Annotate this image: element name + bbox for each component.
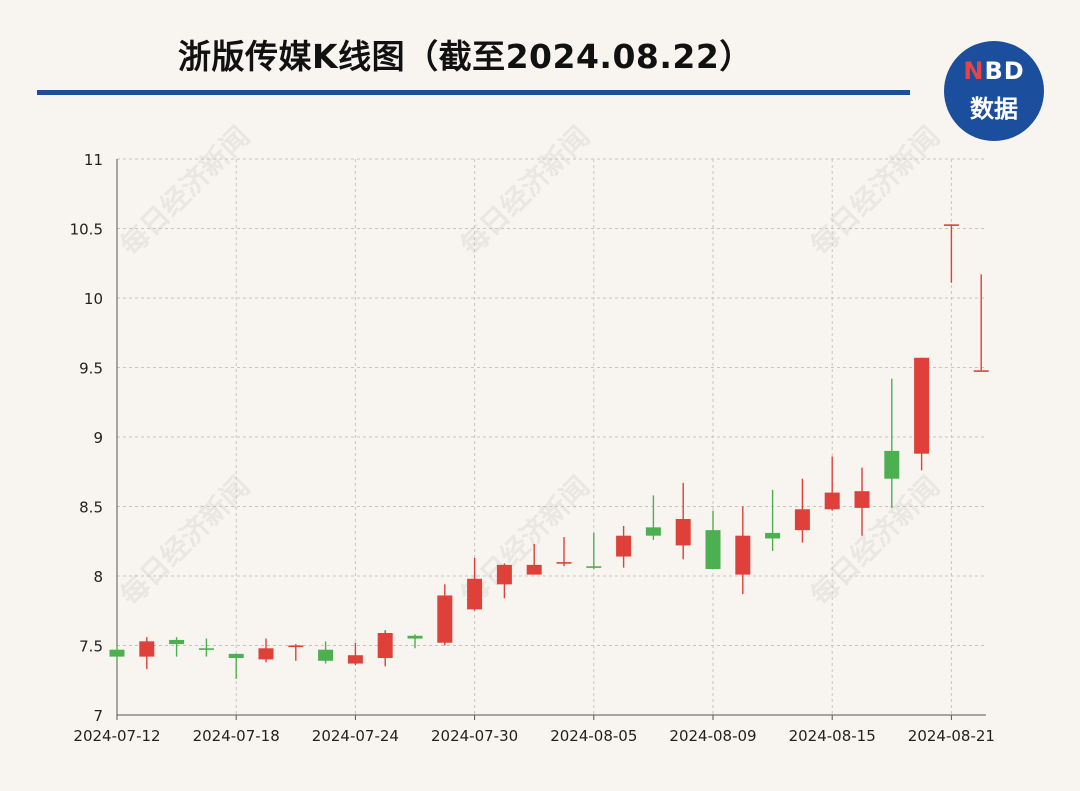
candle-body (645, 527, 661, 536)
x-tick-label: 2024-08-05 (550, 727, 637, 745)
candle (616, 525, 632, 568)
candle (765, 489, 781, 551)
candle-body (616, 535, 632, 557)
candle-body (884, 450, 900, 479)
candle (467, 557, 483, 611)
candle (854, 467, 870, 536)
x-tick-label: 2024-08-09 (669, 727, 756, 745)
candle-body (377, 632, 393, 659)
y-tick-label: 9.5 (79, 360, 103, 378)
candle-body (437, 595, 453, 643)
candle-body (586, 566, 602, 568)
candle (437, 584, 453, 646)
candle (705, 510, 721, 570)
x-tick-label: 2024-07-18 (193, 727, 280, 745)
candle-body (675, 519, 691, 546)
x-axis-labels: 2024-07-12 2024-07-18 2024-07-24 2024-07-30… (73, 727, 995, 745)
logo-text-nbd: NBD (963, 57, 1025, 85)
candle (318, 641, 334, 664)
candle-body (824, 492, 840, 510)
y-tick-label: 9 (93, 429, 103, 447)
candle (496, 563, 512, 599)
candle-body (854, 491, 870, 508)
candle (884, 378, 900, 508)
candle (288, 644, 304, 661)
y-tick-label: 8 (93, 568, 103, 586)
x-tick-label: 2024-08-15 (789, 727, 876, 745)
x-tick-label: 2024-07-30 (431, 727, 518, 745)
candle (198, 638, 214, 657)
chart-title: 浙版传媒K线图（截至2024.08.22） (178, 37, 753, 76)
candle-body (467, 578, 483, 610)
x-tick-label: 2024-07-24 (312, 727, 399, 745)
candle (526, 544, 542, 575)
candle-body (943, 224, 959, 226)
x-tick-label: 2024-08-21 (908, 727, 995, 745)
candle (139, 637, 155, 670)
title-underline (37, 90, 910, 95)
candle (169, 637, 185, 657)
candle (914, 357, 930, 471)
candle (824, 456, 840, 511)
candle-body (526, 564, 542, 575)
candle (228, 653, 244, 679)
y-axis-labels: 7 7.5 8 8.5 9 9.5 10 10.5 11 (70, 151, 103, 725)
candle-body (556, 562, 572, 564)
candle-body (705, 530, 721, 570)
y-tick-label: 10.5 (70, 221, 103, 239)
candle (973, 274, 989, 372)
y-tick-label: 11 (84, 151, 103, 169)
candle-body (169, 639, 185, 645)
y-tick-label: 10 (84, 290, 103, 308)
axes (116, 159, 986, 720)
x-tick-label: 2024-07-12 (73, 727, 160, 745)
candle (943, 224, 959, 283)
candles (109, 224, 989, 679)
candle (675, 482, 691, 560)
candle-body (914, 357, 930, 454)
candle-body (794, 509, 810, 531)
candle (407, 634, 423, 649)
candle-body (198, 648, 214, 650)
y-tick-label: 7 (93, 707, 103, 725)
candle-body (228, 653, 244, 659)
candle (377, 630, 393, 667)
candle-body (765, 532, 781, 539)
candle (347, 642, 363, 665)
candle (645, 495, 661, 540)
candle (258, 638, 274, 663)
candle-body (407, 635, 423, 639)
candle-body (347, 655, 363, 664)
y-tick-label: 7.5 (79, 638, 103, 656)
candle-body (109, 649, 125, 657)
candle-body (496, 564, 512, 585)
nbd-logo: NBD 数据 (944, 41, 1044, 141)
grid-lines (116, 158, 986, 716)
y-tick-label: 8.5 (79, 499, 103, 517)
candle (735, 506, 751, 595)
candle (794, 478, 810, 543)
logo-text-data: 数据 (970, 95, 1018, 123)
candle (586, 532, 602, 570)
candle-body (735, 535, 751, 575)
candle-body (973, 370, 989, 372)
candle-body (288, 645, 304, 648)
candle-body (258, 648, 274, 660)
candle (109, 645, 125, 663)
candle (556, 537, 572, 567)
candle-body (139, 641, 155, 657)
candle-body (318, 649, 334, 661)
